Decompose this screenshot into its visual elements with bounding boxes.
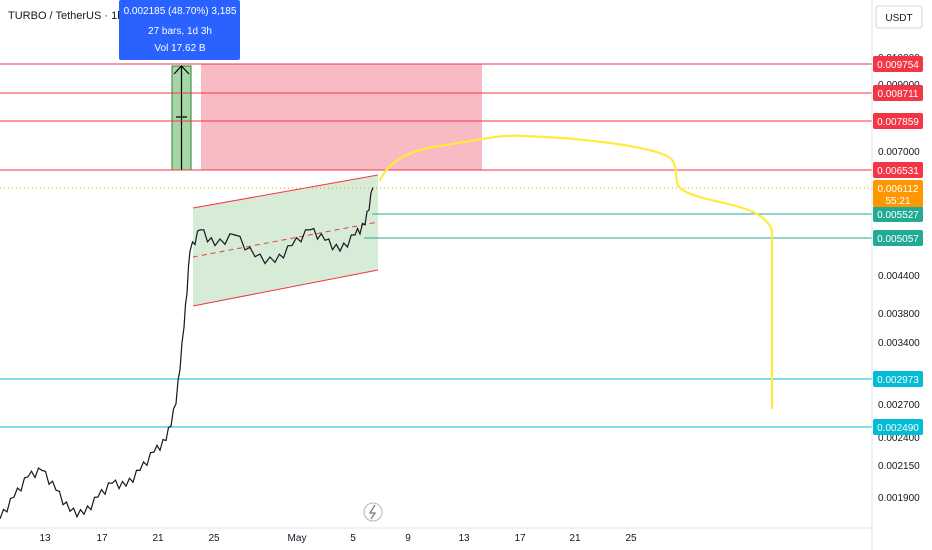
level-lines — [0, 63, 872, 428]
level-label-box — [873, 56, 923, 72]
lightning-icon[interactable] — [363, 502, 383, 522]
x-tick-labels: 13 17 21 25 May 5 9 13 17 21 25 — [39, 533, 637, 544]
x-tick-label: 9 — [405, 533, 411, 544]
level-label-box — [873, 113, 923, 129]
tooltip-line2: 27 bars, 1d 3h — [148, 26, 212, 37]
level-label-box — [873, 85, 923, 101]
level-label: 0.002490 — [877, 423, 919, 434]
tooltip-line3: Vol 17.62 B — [154, 43, 205, 54]
y-tick-label: 0.004400 — [878, 271, 920, 282]
level-labels: 0.009754 0.008711 0.007859 0.006531 0.005527… — [873, 56, 923, 435]
channel-lower — [192, 269, 379, 307]
y-tick-label: 0.002700 — [878, 400, 920, 411]
y-tick-label: 0.002400 — [878, 433, 920, 444]
x-tick-label: 25 — [625, 533, 637, 544]
level-label: 0.008711 — [878, 89, 919, 100]
x-tick-label: May — [288, 533, 307, 544]
x-tick-label: 17 — [514, 533, 526, 544]
x-tick-label: 13 — [458, 533, 470, 544]
level-label: 0.009754 — [877, 60, 919, 71]
level-label-box — [873, 230, 923, 246]
channel-median — [192, 221, 379, 258]
tooltip-line1: 0.002185 (48.70%) 3,185 — [124, 6, 237, 17]
y-tick-label: 0.002150 — [878, 461, 920, 472]
level-label: 0.007859 — [877, 117, 919, 128]
x-tick-label: 17 — [96, 533, 108, 544]
level-label-box — [873, 371, 923, 387]
channel-upper — [192, 174, 379, 209]
level-label: 0.006531 — [877, 166, 919, 177]
y-tick-label: 0.003400 — [878, 338, 920, 349]
level-label: 0.002973 — [877, 375, 919, 386]
price-series — [0, 187, 374, 520]
channel-fill — [193, 175, 378, 306]
countdown-value: 55:21 — [885, 196, 910, 207]
y-tick-label: 0.003800 — [878, 309, 920, 320]
level-label-box — [873, 419, 923, 435]
currency-label: USDT — [885, 13, 912, 24]
y-tick-label: 0.007000 — [878, 147, 920, 158]
level-label: 0.005527 — [877, 210, 919, 221]
level-label: 0.005057 — [877, 234, 919, 245]
x-tick-label: 5 — [350, 533, 356, 544]
current-price-value: 0.006112 — [878, 184, 919, 195]
measure-arrow-head — [173, 65, 190, 75]
x-tick-label: 13 — [39, 533, 51, 544]
target-zone — [201, 64, 482, 170]
measure-tooltip — [119, 0, 240, 60]
level-label-box — [873, 206, 923, 222]
projection-path — [378, 134, 774, 410]
x-tick-label: 25 — [208, 533, 220, 544]
level-label-box — [873, 162, 923, 178]
x-tick-label: 21 — [152, 533, 164, 544]
current-price-label — [873, 180, 923, 207]
lightning-glyph — [368, 504, 377, 520]
y-tick-label: 0.001900 — [878, 493, 920, 504]
x-tick-label: 21 — [569, 533, 581, 544]
currency-button[interactable] — [875, 5, 923, 29]
